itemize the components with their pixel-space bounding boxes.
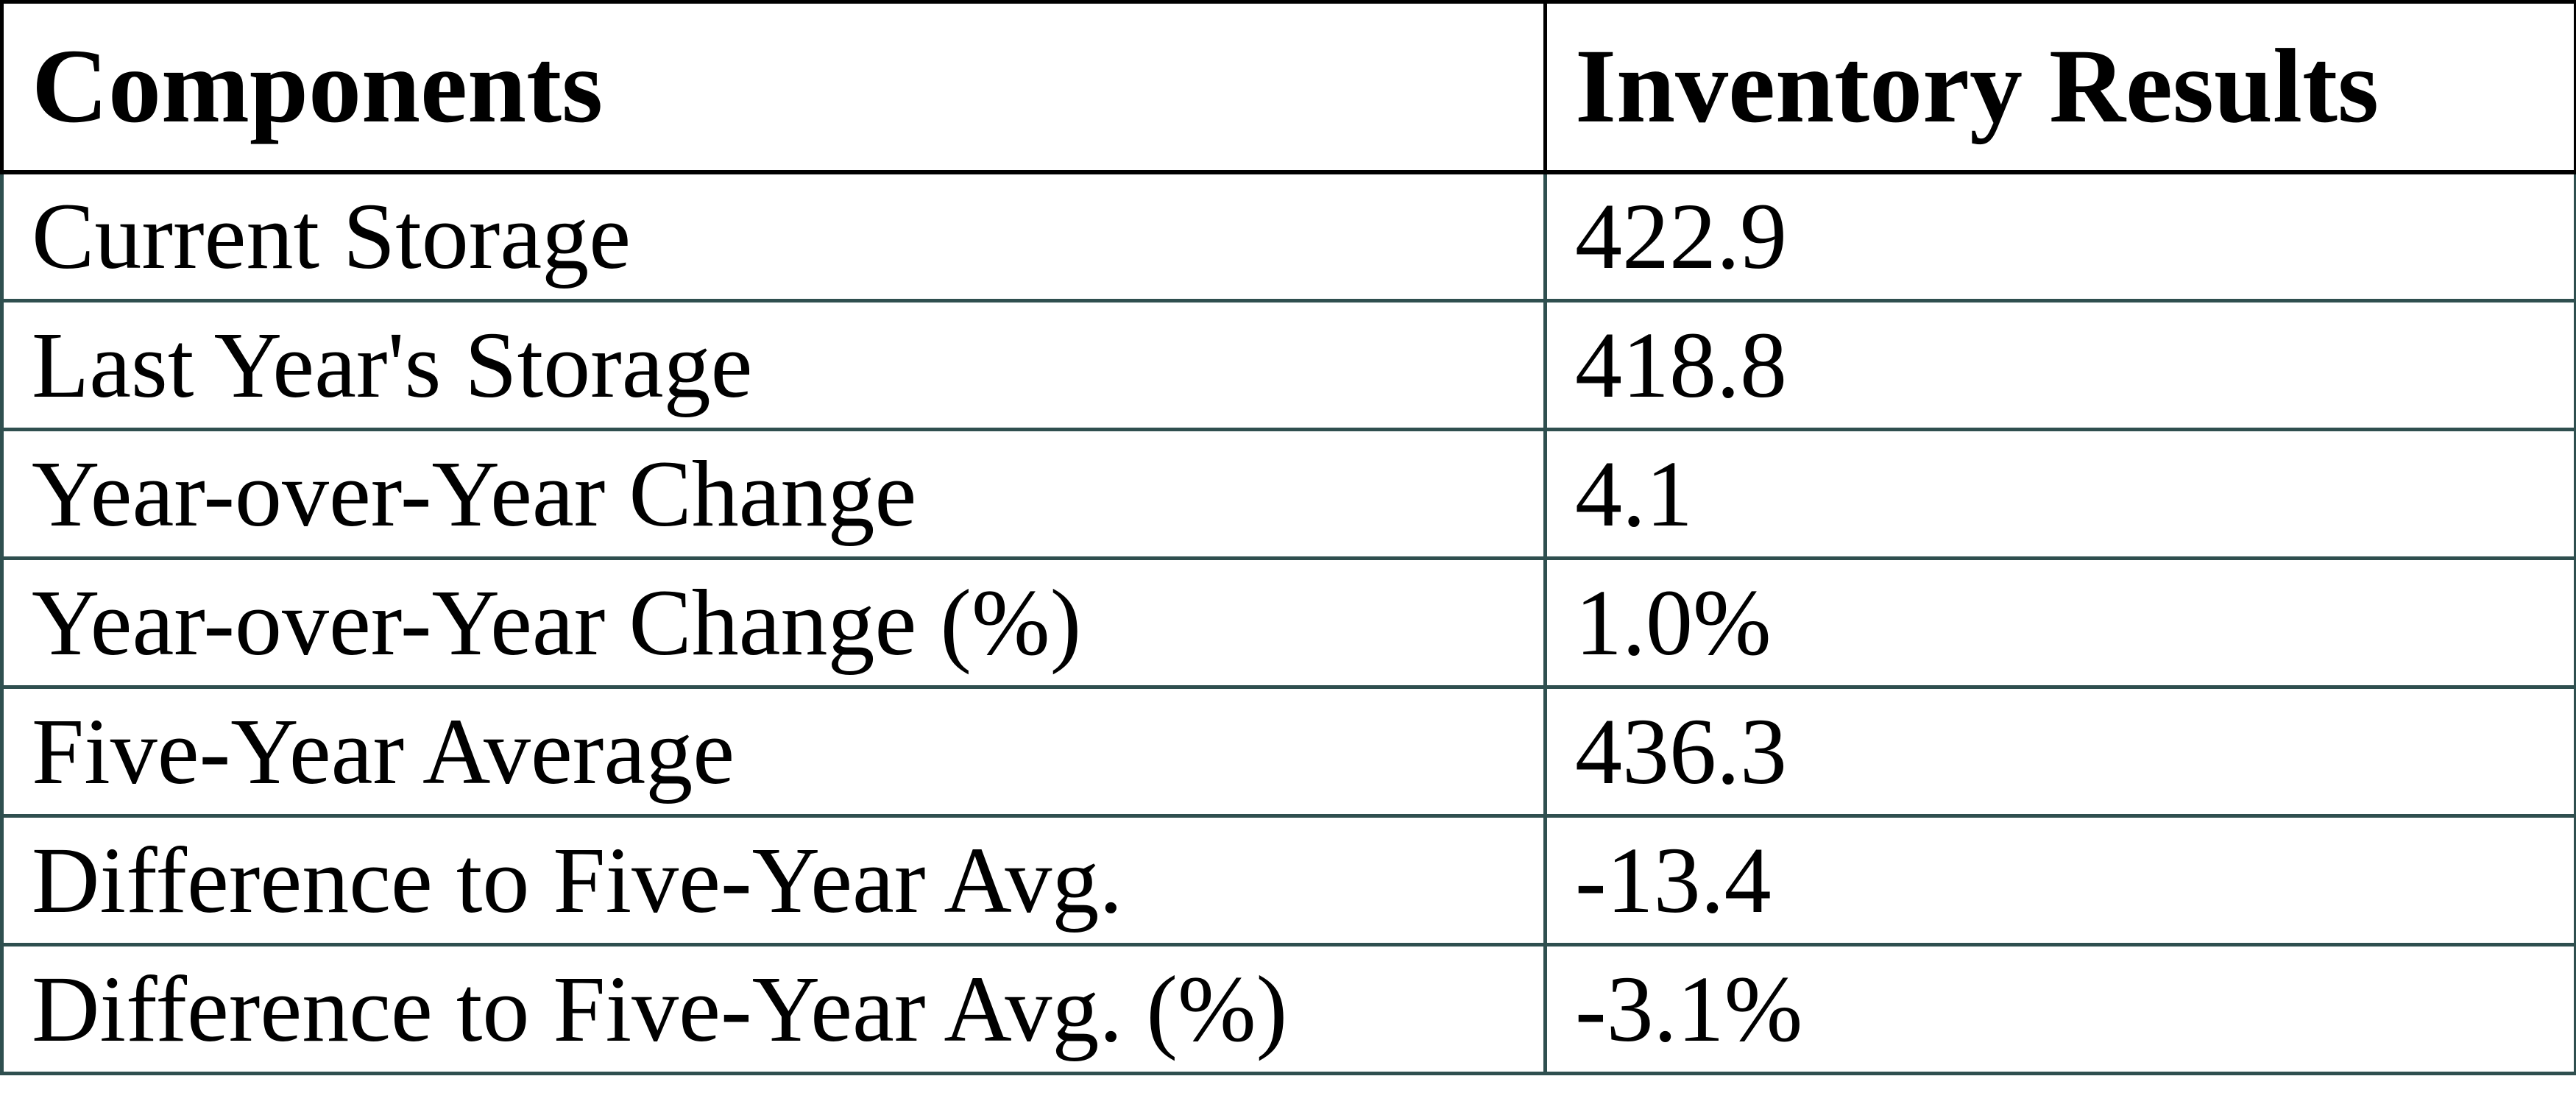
component-label: Year-over-Year Change (%) — [0, 556, 1547, 689]
inventory-value: 418.8 — [1543, 299, 2576, 431]
inventory-value: 4.1 — [1543, 428, 2576, 560]
column-header-inventory-results: Inventory Results — [1543, 0, 2576, 174]
column-header-components: Components — [0, 0, 1547, 174]
table-header: Components Inventory Results — [0, 0, 2576, 174]
table-body: Current Storage 422.9 Last Year's Storag… — [0, 170, 2576, 1075]
component-label: Difference to Five-Year Avg. (%) — [0, 943, 1547, 1075]
header-row: Components Inventory Results — [0, 0, 2576, 174]
component-label: Year-over-Year Change — [0, 428, 1547, 560]
table-row: Current Storage 422.9 — [0, 170, 2576, 302]
inventory-table: Components Inventory Results Current Sto… — [0, 0, 2576, 1075]
component-label: Five-Year Average — [0, 685, 1547, 818]
table-row: Year-over-Year Change 4.1 — [0, 428, 2576, 560]
table-row: Year-over-Year Change (%) 1.0% — [0, 556, 2576, 689]
table-row: Difference to Five-Year Avg. (%) -3.1% — [0, 943, 2576, 1075]
component-label: Last Year's Storage — [0, 299, 1547, 431]
inventory-value: 422.9 — [1543, 170, 2576, 302]
component-label: Current Storage — [0, 170, 1547, 302]
component-label: Difference to Five-Year Avg. — [0, 814, 1547, 946]
table-row: Last Year's Storage 418.8 — [0, 299, 2576, 431]
inventory-value: 1.0% — [1543, 556, 2576, 689]
inventory-value: 436.3 — [1543, 685, 2576, 818]
inventory-value: -13.4 — [1543, 814, 2576, 946]
inventory-value: -3.1% — [1543, 943, 2576, 1075]
table-row: Five-Year Average 436.3 — [0, 685, 2576, 818]
table-row: Difference to Five-Year Avg. -13.4 — [0, 814, 2576, 946]
